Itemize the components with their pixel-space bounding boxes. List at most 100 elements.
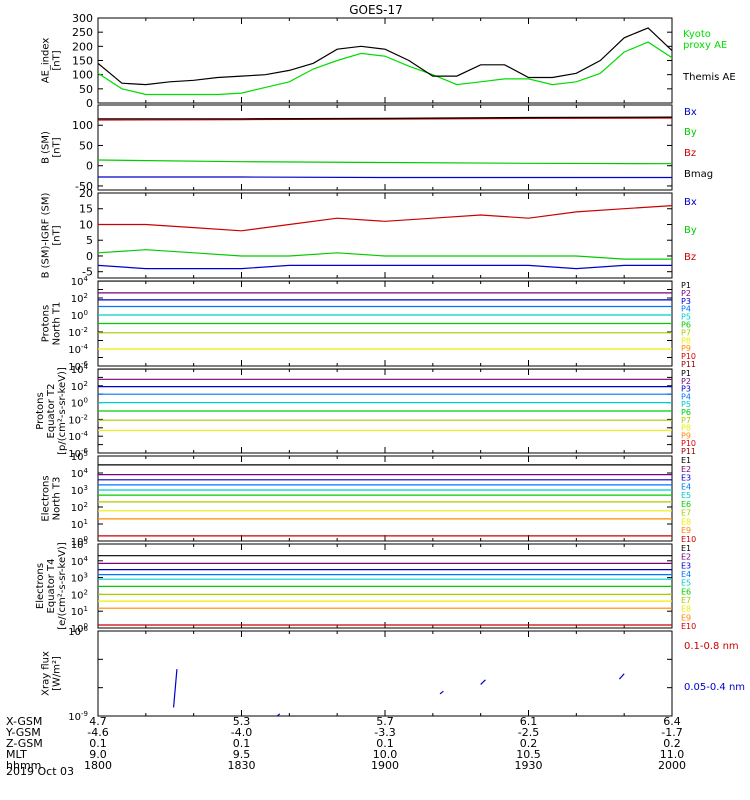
legend-label: Themis AE xyxy=(682,72,736,83)
legend-label: E8 xyxy=(681,605,691,614)
axis-row-value: 11.0 xyxy=(660,748,685,761)
date-label: 2019 Oct 03 xyxy=(6,765,74,778)
y-tick-label: 10-4 xyxy=(68,343,88,356)
y-tick-label: 10-6 xyxy=(68,625,88,638)
axis-row-value: 9.5 xyxy=(233,748,251,761)
legend-label: E7 xyxy=(681,596,691,605)
y-tick-label: 200 xyxy=(72,40,93,53)
plot-title: GOES-17 xyxy=(349,3,403,17)
axis-row-value: -3.3 xyxy=(374,726,395,739)
axis-row-value: -4.6 xyxy=(87,726,108,739)
y-tick-label: 100 xyxy=(71,309,88,322)
y-tick-label: 15 xyxy=(79,203,93,216)
y-tick-label: 100 xyxy=(71,535,88,548)
legend-label: P2 xyxy=(681,377,691,386)
legend-label: P6 xyxy=(681,321,691,330)
axis-row-value: 0.1 xyxy=(376,737,394,750)
legend-label: E5 xyxy=(681,579,691,588)
axis-row-label: X-GSM xyxy=(6,715,42,728)
legend-label: Bz xyxy=(684,252,696,263)
axis-row-value: 10.0 xyxy=(373,748,398,761)
axis-row-value: 6.1 xyxy=(520,715,538,728)
y-tick-label: 101 xyxy=(71,518,88,531)
xray-segment xyxy=(439,690,444,695)
legend-label: proxy AE xyxy=(683,40,727,51)
y-tick-label: 105 xyxy=(71,538,88,551)
y-tick-label: 20 xyxy=(79,187,93,200)
legend-label: P6 xyxy=(681,408,691,417)
axis-row-value: 0.1 xyxy=(233,737,251,750)
legend-label: E7 xyxy=(681,509,691,518)
axis-row-label: hhmm xyxy=(6,759,41,772)
series-line-bmag xyxy=(98,116,672,120)
panel-5: 10-6 10-4 10-2 100 102 104 Protons Equator T2 [p… xyxy=(35,363,696,460)
y-axis-label: Electrons xyxy=(35,563,46,609)
panel-series xyxy=(98,555,672,626)
panel-frame xyxy=(97,17,673,104)
legend-label: P1 xyxy=(681,369,691,378)
y-axis-label: Equator T4 xyxy=(46,559,57,614)
legend-label: E9 xyxy=(681,613,691,622)
xray-segment xyxy=(480,679,486,685)
legend-label: P10 xyxy=(681,352,696,361)
axis-row-value: 5.7 xyxy=(376,715,394,728)
legend-label: E10 xyxy=(681,535,696,544)
legend-label: Bz xyxy=(684,148,696,159)
y-tick-label: 100 xyxy=(71,397,88,410)
legend-label: Bx xyxy=(684,197,697,208)
y-axis-label: [W/m²] xyxy=(52,656,63,691)
legend-label: By xyxy=(684,127,697,138)
y-axis-label: [nT] xyxy=(52,50,63,70)
legend-label: P5 xyxy=(681,313,691,322)
legend-label: P7 xyxy=(681,416,691,425)
panel-2: -50 0 50 100 B (SM) [nT] Bx By Bz Bmag xyxy=(41,104,713,193)
y-tick-label: 10-2 xyxy=(68,326,88,339)
legend-label: E3 xyxy=(681,474,691,483)
y-tick-label: -50 xyxy=(75,180,93,193)
y-tick-label: 10-6 xyxy=(68,447,88,460)
legend-label: 0.1-0.8 nm xyxy=(684,641,739,652)
y-axis-label: [e/(cm²-s-sr-keV)] xyxy=(57,542,68,630)
series-line-bx xyxy=(98,264,672,270)
y-axis-label: B (SM) xyxy=(41,131,52,164)
axis-row-value: 6.4 xyxy=(663,715,681,728)
y-tick-label: 50 xyxy=(79,139,93,152)
series-line-by xyxy=(98,159,672,165)
legend-label: 0.05-0.4 nm xyxy=(684,682,745,693)
legend-label: P11 xyxy=(681,360,696,369)
panel-frame xyxy=(97,630,673,717)
y-axis-label: Electrons xyxy=(41,475,52,521)
axis-row-value: -1.7 xyxy=(661,726,682,739)
legend-label: P8 xyxy=(681,424,691,433)
y-tick-label: -5 xyxy=(82,266,93,279)
axis-row-value: 1930 xyxy=(515,759,543,772)
legend-label: E6 xyxy=(681,587,691,596)
legend-label: P8 xyxy=(681,336,691,345)
panel-4: 10-6 10-4 10-2 100 102 104 Protons North T1 P1P2… xyxy=(41,275,697,373)
legend-label: E3 xyxy=(681,561,691,570)
y-axis-label: Equator T2 xyxy=(46,384,57,439)
axis-row-value: 10.5 xyxy=(516,748,541,761)
panel-series xyxy=(98,369,672,431)
legend-label: Bmag xyxy=(684,169,713,180)
orbit-axis-rows: X-GSM 4.7 5.3 5.7 6.1 6.4 Y-GSM -4.6 -4.0 -3.3 -2.… xyxy=(5,715,686,772)
y-tick-label: 0 xyxy=(86,250,93,263)
y-tick-label: 10-6 xyxy=(68,360,88,373)
legend-label: E8 xyxy=(681,517,691,526)
axis-row-label: MLT xyxy=(6,748,27,761)
series-line-bz xyxy=(98,205,672,232)
xray-segment xyxy=(172,669,178,708)
axis-row-value: 4.7 xyxy=(89,715,107,728)
panel-3: -5 0 5 10 15 20 B (SM)-IGRF (SM) [nT] Bx By Bz xyxy=(41,187,697,279)
y-tick-label: 102 xyxy=(71,380,88,393)
panel-8: 10-9 10-6 Xray flux [W/m²] 0.1-0.8 nm 0.05-0.… xyxy=(41,625,746,723)
y-tick-label: 105 xyxy=(71,450,88,463)
y-axis-label: Protons xyxy=(35,392,46,429)
y-axis-label: B (SM)-IGRF (SM) xyxy=(41,193,52,279)
y-axis-label: [p/(cm²-s-sr-keV)] xyxy=(57,367,68,455)
y-tick-label: 10-9 xyxy=(68,710,88,723)
y-axis-label: [nT] xyxy=(52,225,63,245)
legend-label: P4 xyxy=(681,305,691,314)
